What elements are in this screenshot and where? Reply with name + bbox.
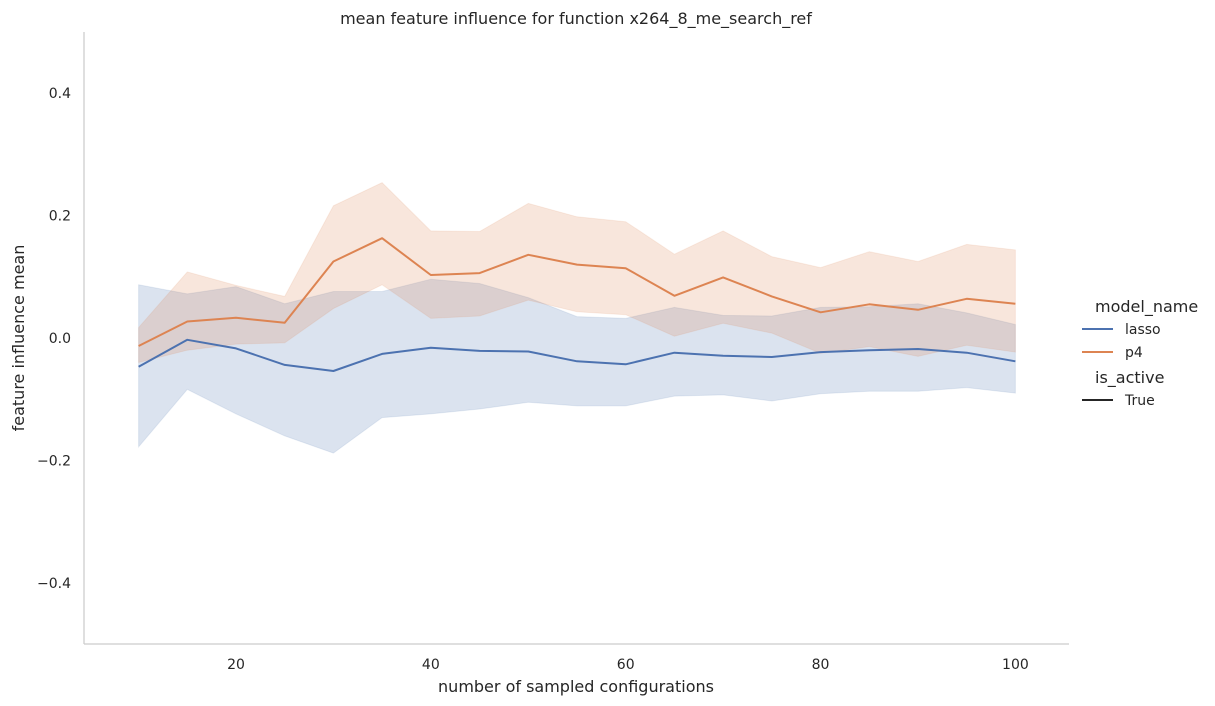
ci-band-lasso: [138, 278, 1016, 454]
y-tick-label: 0.2: [49, 209, 71, 225]
y-tick-label: −0.4: [37, 576, 71, 592]
x-tick-label: 60: [617, 657, 635, 673]
series-line-p4: [138, 237, 1016, 347]
chart-title: mean feature influence for function x264…: [340, 9, 812, 29]
series-lines: [138, 237, 1016, 372]
y-tick-label: 0.0: [49, 331, 71, 347]
legend-label-lasso: lasso: [1125, 322, 1161, 338]
legend-style-title: is_active: [1095, 368, 1164, 388]
x-axis-title: number of sampled configurations: [438, 677, 714, 696]
legend-label-p4: p4: [1125, 345, 1143, 361]
legend: model_name lasso p4 is_active True: [1082, 297, 1198, 409]
legend-style-label: True: [1124, 393, 1155, 409]
x-tick-labels: 20 40 60 80 100: [227, 657, 1029, 673]
x-tick-label: 80: [812, 657, 830, 673]
legend-hue-entries: lasso p4: [1082, 322, 1161, 361]
series-line-lasso: [138, 338, 1016, 372]
y-tick-labels: 0.4 0.2 0.0 −0.2 −0.4: [37, 86, 71, 592]
ci-band-p4: [138, 181, 1016, 364]
x-tick-label: 20: [227, 657, 245, 673]
x-tick-label: 40: [422, 657, 440, 673]
y-axis-title: feature influence mean: [9, 245, 28, 432]
y-tick-label: −0.2: [37, 453, 71, 469]
legend-hue-title: model_name: [1095, 297, 1198, 317]
legend-style-entries: True: [1082, 393, 1155, 409]
confidence-bands: [138, 181, 1016, 454]
x-tick-label: 100: [1002, 657, 1029, 673]
y-tick-label: 0.4: [49, 86, 71, 102]
